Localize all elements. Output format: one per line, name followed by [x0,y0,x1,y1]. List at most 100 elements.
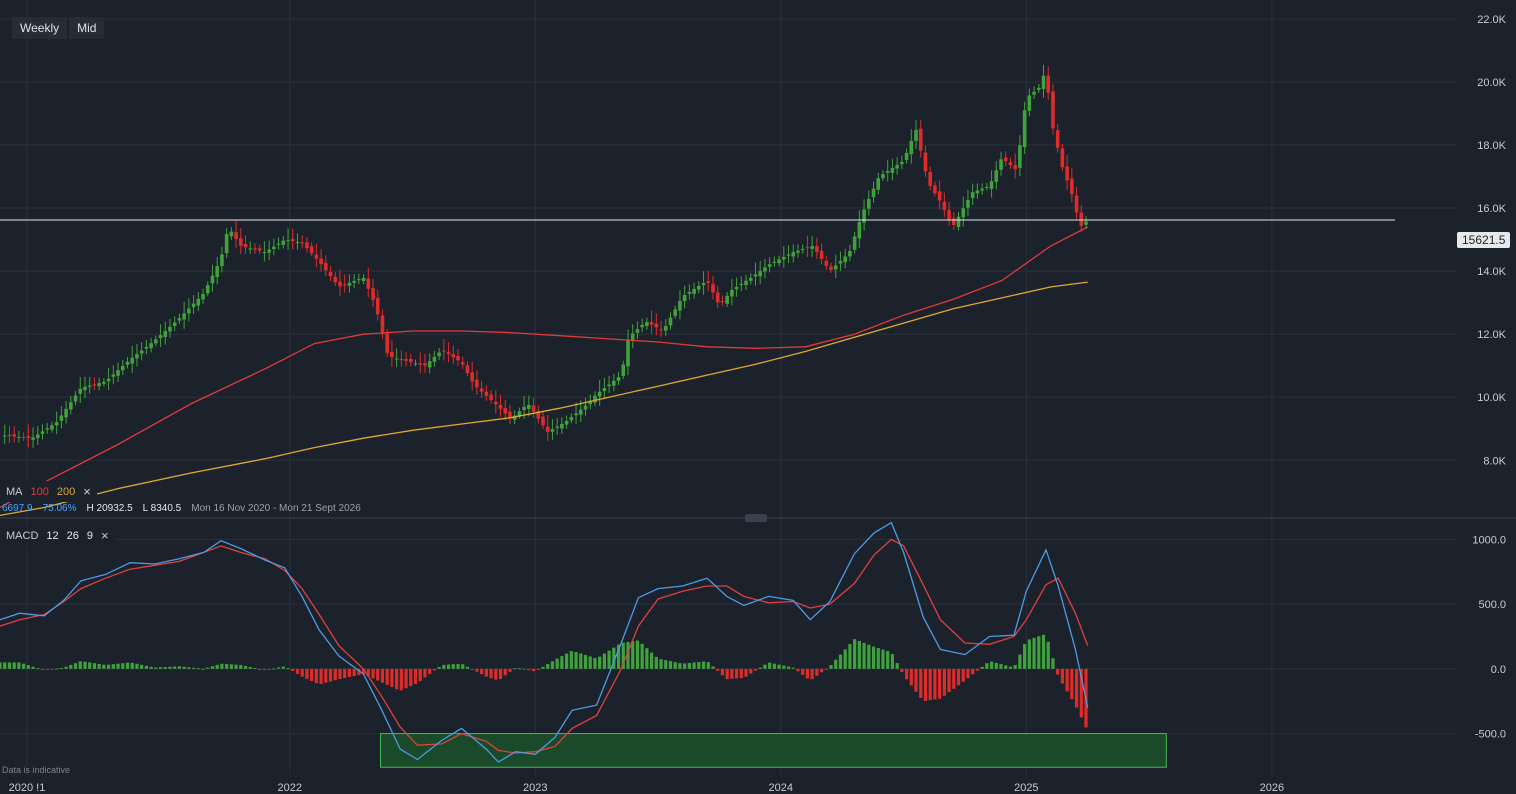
candle-body [517,411,522,416]
candle-body [588,400,593,405]
candle-body [7,434,12,436]
macd-histogram-bar [909,668,913,686]
macd-histogram-bar [59,667,63,669]
ma-remove-icon[interactable]: × [83,484,91,499]
candle-body [432,356,437,362]
candle-body [1018,145,1022,168]
macd-histogram-bar [395,668,399,690]
macd-histogram-bar [994,662,998,669]
macd-histogram-bar [154,667,158,669]
candle-body [583,405,588,410]
interval-button[interactable]: Weekly [12,17,68,39]
macd-histogram-bar [494,668,498,680]
candle-body [574,413,578,416]
candle-body [545,426,550,432]
candle-body [498,404,503,409]
macd-histogram-bar [413,668,418,684]
candle-body [470,372,474,382]
macd-histogram-bar [314,668,318,684]
macd-histogram-bar [621,642,625,669]
macd-histogram-bar [111,664,115,669]
candle-body [942,201,947,210]
pane-resize-handle[interactable] [745,514,767,522]
candle-body [810,246,814,249]
price-axis-label: 20.0K [1477,77,1506,89]
candle-body [286,240,290,242]
macd-histogram-bar [588,656,592,669]
candle-body [475,379,479,388]
macd-histogram-bar [187,667,191,669]
candle-body [300,242,304,244]
candle-body [172,322,177,327]
macd-histogram-bar [135,663,139,669]
macd-histogram-bar [1074,668,1079,708]
candle-body [715,292,720,303]
macd-histogram-bar [923,668,928,701]
macd-slow[interactable]: 26 [66,529,79,542]
candle-body [50,425,54,430]
macd-histogram-bar [583,654,588,669]
macd-histogram-bar [73,663,78,669]
candle-body [187,308,191,314]
macd-histogram-bar [163,667,167,669]
candle-body [1008,162,1013,166]
stat-high: H 20932.5 [86,503,133,514]
macd-remove-icon[interactable]: × [101,528,109,543]
candle-body [1036,87,1041,90]
macd-histogram-bar [484,668,488,677]
macd-histogram-bar [881,649,885,669]
ma100-line [0,226,1088,509]
candle-body [92,384,97,386]
macd-signal[interactable]: 9 [86,529,94,542]
ma-slow-period[interactable]: 200 [56,485,76,498]
macd-histogram-bar [966,668,970,679]
candle-body [87,385,92,387]
candle-body [933,185,937,194]
macd-histogram-bar [739,668,743,679]
price-axis-label: 12.0K [1477,329,1506,341]
macd-fast[interactable]: 12 [46,529,59,542]
macd-histogram-bar [928,668,932,701]
candle-body [267,249,271,253]
macd-histogram-bar [55,668,59,670]
candle-body [701,282,706,286]
macd-histogram-bar [645,648,649,669]
macd-line [0,521,1089,763]
macd-histogram-bar [640,643,644,669]
ma-fast-period[interactable]: 100 [30,485,49,498]
candle-body [1070,178,1074,195]
candle-body [550,429,555,432]
candle-body [35,434,40,439]
candle-body [1055,130,1060,148]
candle-body [975,190,980,194]
candle-body [437,352,441,357]
macd-label: MACD [6,529,39,542]
macd-histogram-bar [1004,665,1008,669]
time-axis-label: 2023 [523,782,547,794]
macd-histogram-bar [791,667,795,669]
candle-body [673,309,678,316]
macd-histogram-bar [121,663,125,669]
candle-body [290,238,295,242]
candle-body [739,283,744,285]
candle-body [460,362,465,365]
candle-body [833,265,838,270]
macd-histogram-bar [602,653,606,669]
macd-histogram-bar [550,661,555,669]
candle-body [45,428,50,430]
candle-body [149,343,153,349]
price-axis-label: 8.0K [1483,455,1506,467]
candle-body [593,395,597,403]
stat-change: 75.06% [42,503,77,514]
candle-body [503,408,508,414]
macd-histogram-bar [975,668,980,671]
macd-histogram-bar [673,662,677,669]
macd-histogram-bar [328,668,333,682]
macd-histogram-bar [343,668,347,678]
macd-histogram-bar [357,668,361,675]
candle-body [994,170,999,182]
price-type-button[interactable]: Mid [69,17,105,39]
macd-histogram-bar [758,667,762,669]
stat-low: L 8340.5 [142,503,182,514]
